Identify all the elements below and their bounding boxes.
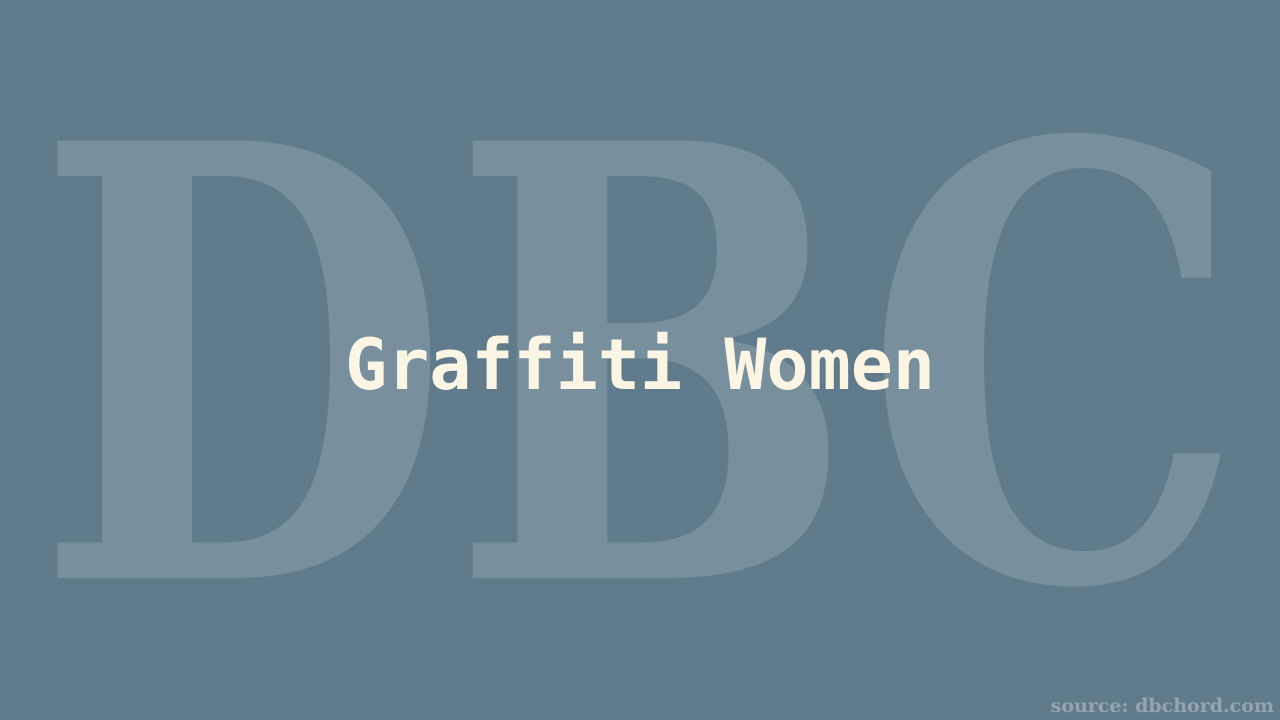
watermark-text: DBC [35,15,1245,720]
source-credit: source: dbchord.com [1050,695,1274,717]
song-title: Graffiti Women [344,324,935,406]
